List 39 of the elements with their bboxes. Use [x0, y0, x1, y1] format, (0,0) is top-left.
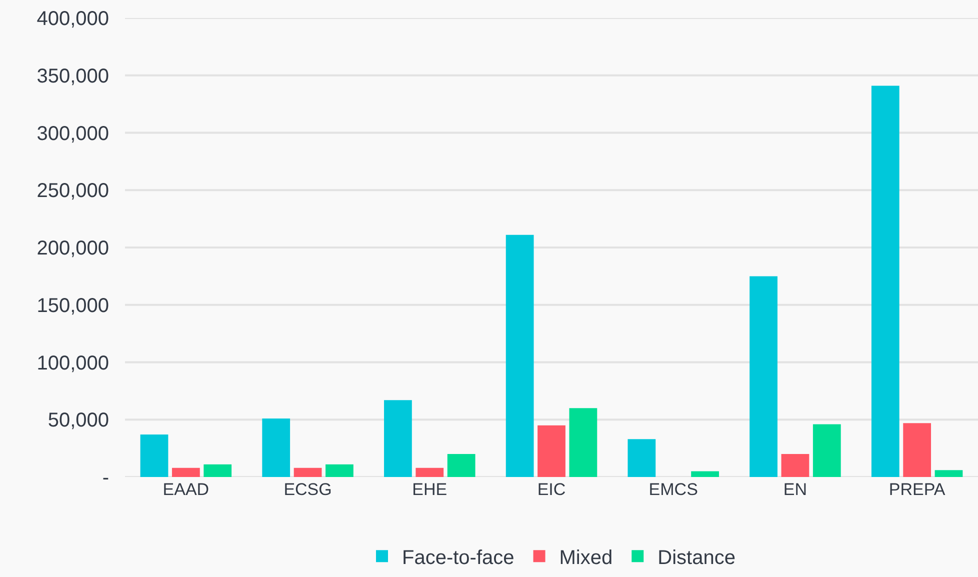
- bar: [628, 439, 656, 477]
- bar: [140, 434, 168, 477]
- bar: [691, 471, 719, 477]
- legend-label: Face-to-face: [402, 546, 514, 569]
- bar: [204, 464, 232, 477]
- bar: [384, 400, 412, 477]
- bar: [934, 470, 963, 477]
- x-tick-label: EN: [783, 480, 808, 499]
- x-tick-label: EIC: [537, 480, 566, 499]
- y-tick-label: 150,000: [36, 294, 109, 317]
- x-tick-label: EAAD: [162, 480, 210, 499]
- y-tick-label: 350,000: [36, 65, 109, 88]
- bar: [903, 423, 932, 477]
- y-tick-label: 200,000: [36, 238, 109, 260]
- bar: [538, 425, 566, 477]
- x-tick-label: PREPA: [888, 480, 946, 499]
- bar: [871, 86, 900, 477]
- y-tick-label: 400,000: [36, 8, 109, 30]
- bar: [326, 464, 354, 477]
- bar: [294, 468, 322, 477]
- legend-label: Distance: [658, 546, 736, 569]
- x-tick-label: EMCS: [648, 480, 698, 499]
- bar: [447, 454, 476, 477]
- x-tick-label: EHE: [412, 480, 448, 499]
- y-tick-label: 250,000: [36, 180, 109, 202]
- bar: [781, 454, 810, 477]
- bar: [812, 424, 841, 477]
- bar: [262, 418, 290, 477]
- y-tick-label: -: [102, 467, 109, 489]
- bar: [569, 408, 598, 477]
- bar: [416, 468, 444, 477]
- y-tick-label: 100,000: [36, 352, 109, 374]
- legend-label: Mixed: [559, 546, 613, 569]
- bar: [750, 276, 778, 477]
- bar: [506, 234, 534, 477]
- y-tick-label: 50,000: [48, 410, 109, 432]
- bar: [172, 468, 200, 477]
- x-tick-label: ECSG: [284, 480, 332, 499]
- y-tick-label: 300,000: [36, 122, 109, 145]
